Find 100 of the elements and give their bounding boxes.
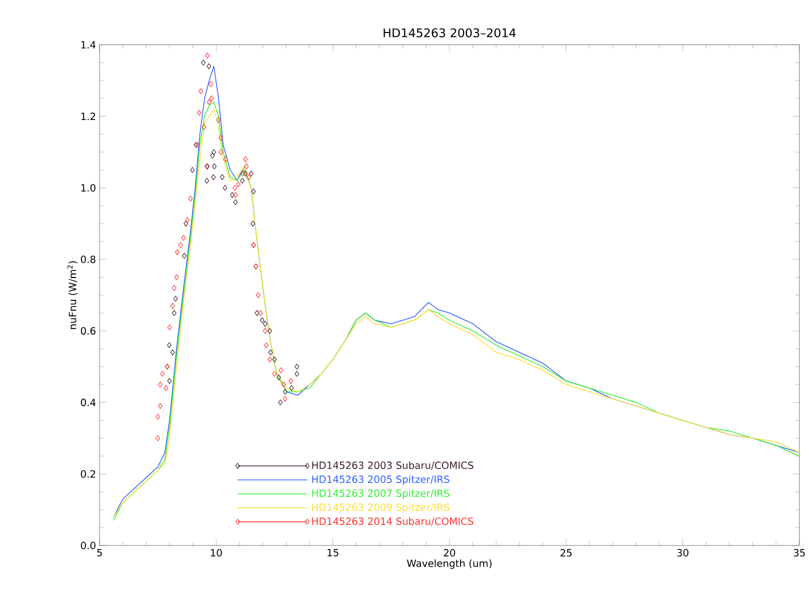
point [233, 192, 238, 198]
point [244, 163, 249, 170]
point [278, 399, 283, 406]
point [178, 242, 183, 248]
x-tick-label: 20 [444, 548, 456, 556]
point [278, 367, 284, 374]
point [202, 124, 206, 130]
point [158, 403, 162, 409]
point [243, 170, 248, 176]
x-tick-label: 35 [794, 548, 805, 556]
point [294, 370, 300, 377]
point [212, 149, 216, 155]
point [240, 178, 245, 184]
legend-label: HD145263 2014 Subaru/COMICS [312, 517, 474, 526]
y-tick-label: 1.4 [81, 41, 96, 48]
y-tick-label: 0.6 [80, 327, 96, 335]
point [173, 296, 178, 302]
chart-title: HD145263 2003–2014 [384, 28, 516, 38]
point [206, 63, 212, 70]
point [276, 374, 281, 380]
point [223, 156, 228, 162]
x-tick-label: 10 [210, 548, 222, 556]
x-tick-label: 5 [97, 548, 102, 556]
point [172, 284, 176, 291]
point [246, 174, 252, 180]
point [160, 370, 165, 377]
point [212, 163, 217, 170]
x-tick-label: 30 [677, 548, 688, 556]
point [211, 174, 216, 180]
point [170, 349, 175, 356]
point [218, 134, 224, 141]
point [204, 178, 210, 184]
point [268, 349, 273, 356]
point [188, 196, 193, 202]
y-tick-label: 0.4 [80, 398, 96, 406]
point [185, 217, 190, 223]
x-tick-label: 15 [328, 548, 338, 556]
point [289, 385, 294, 391]
point [262, 328, 268, 334]
point [233, 199, 238, 205]
point [216, 116, 221, 123]
point [230, 192, 235, 198]
point [240, 170, 246, 176]
point [190, 166, 195, 173]
point [181, 234, 186, 241]
point [164, 385, 168, 391]
point [243, 156, 248, 162]
point [158, 382, 162, 388]
point [283, 388, 288, 394]
point [222, 184, 228, 191]
point [250, 220, 256, 226]
legend-label: HD145263 2003 Subaru/COMICS [312, 461, 474, 470]
point [201, 60, 206, 66]
point [248, 170, 254, 176]
point [272, 356, 277, 362]
point [258, 310, 263, 316]
y-tick-label: 0.0 [80, 542, 96, 550]
point [262, 320, 268, 327]
point [167, 378, 172, 384]
point [174, 274, 179, 280]
y-tick-label: 0.2 [80, 470, 96, 478]
point [232, 184, 238, 191]
text: HD145263 2009 Spitzer/IRS [312, 503, 450, 513]
point [268, 356, 272, 362]
point [251, 188, 256, 194]
point [210, 152, 215, 158]
point [272, 370, 277, 377]
y-tick-label: 0.8 [80, 256, 96, 264]
point [288, 378, 294, 384]
point [196, 110, 202, 116]
point [209, 95, 214, 102]
y-axis-title: nuFnu (W/m$^{2}$) [67, 261, 78, 329]
point [182, 252, 186, 259]
point [208, 81, 214, 87]
point [156, 435, 160, 441]
point [282, 382, 286, 388]
x-axis-title: Wavelength (um) [406, 559, 492, 569]
point [156, 414, 160, 420]
point [184, 220, 188, 226]
y-tick-label: 1.2 [81, 112, 96, 120]
x-tick-label: 25 [560, 548, 572, 556]
point [254, 310, 260, 316]
point [294, 364, 300, 370]
text: HD145263 2007 Spitzer/IRS [312, 489, 450, 499]
point [268, 328, 272, 334]
point [218, 149, 224, 155]
point [256, 292, 260, 298]
point [198, 88, 204, 94]
y-tick-label: 1.0 [81, 184, 96, 192]
point [260, 317, 264, 323]
point [282, 396, 288, 402]
text: HD145263 2005 Spitzer/IRS [312, 475, 450, 485]
point [172, 310, 176, 316]
point [264, 342, 269, 348]
point [170, 302, 175, 309]
point [167, 324, 172, 330]
point [220, 174, 224, 180]
point [167, 342, 172, 348]
point [205, 52, 210, 58]
point [236, 181, 241, 188]
